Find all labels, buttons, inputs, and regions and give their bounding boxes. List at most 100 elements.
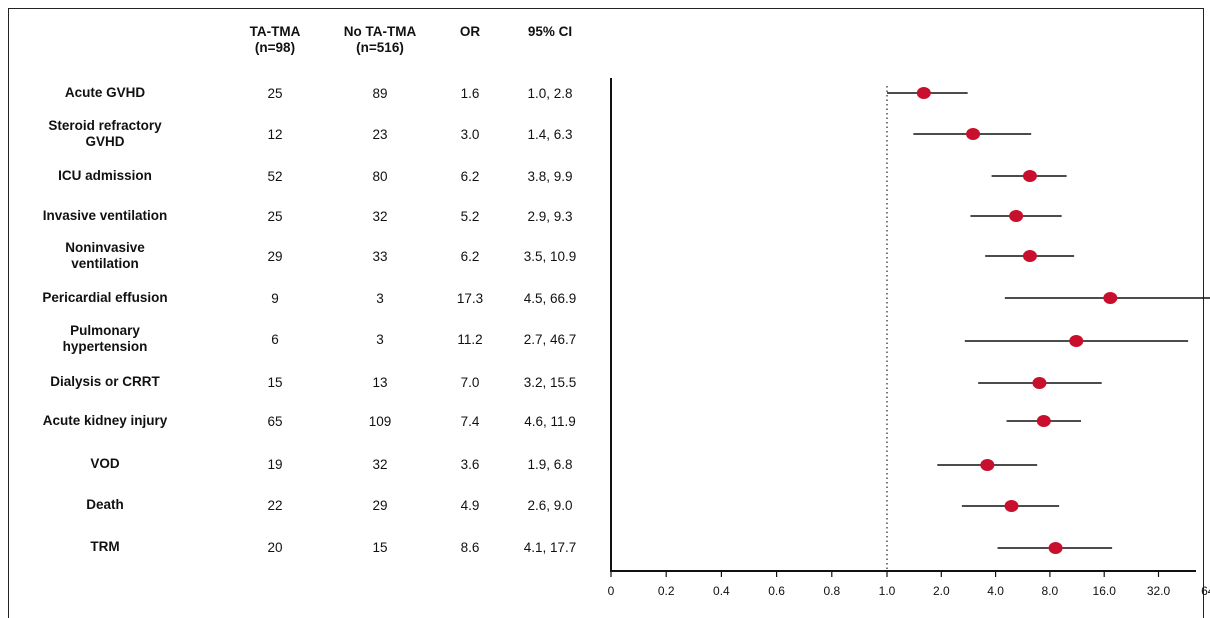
or-point bbox=[1069, 335, 1084, 347]
cell-no-ta-tma: 32 bbox=[372, 456, 388, 472]
cell-ta-tma: 25 bbox=[267, 208, 283, 224]
cell-ci: 3.2, 15.5 bbox=[523, 374, 577, 390]
row-label: Death bbox=[86, 497, 124, 512]
table-row: VOD 19 32 3.6 1.9, 6.8 bbox=[0, 444, 600, 484]
x-tick-label: 0 bbox=[608, 584, 615, 598]
cell-ci: 4.1, 17.7 bbox=[523, 539, 577, 555]
cell-ta-tma: 15 bbox=[267, 374, 283, 390]
cell-no-ta-tma: 109 bbox=[368, 413, 392, 429]
header-no-ta-tma: No TA-TMA (n=516) bbox=[325, 24, 435, 56]
cell-no-ta-tma: 80 bbox=[372, 168, 388, 184]
or-point bbox=[1032, 377, 1047, 389]
cell-ci: 4.6, 11.9 bbox=[524, 413, 576, 429]
header-ta-tma: TA-TMA (n=98) bbox=[225, 24, 325, 56]
cell-ci: 1.0, 2.8 bbox=[527, 85, 573, 101]
or-point bbox=[980, 459, 995, 471]
header-ci: 95% CI bbox=[510, 24, 590, 40]
row-label: Dialysis or CRRT bbox=[50, 374, 160, 389]
row-label: Steroid refractory GVHD bbox=[48, 118, 162, 149]
table-row: Steroid refractory GVHD 12 23 3.0 1.4, 6.3 bbox=[0, 114, 600, 154]
or-point bbox=[1022, 170, 1037, 182]
table-row: Pericardial effusion 9 3 17.3 4.5, 66.9 bbox=[0, 278, 600, 318]
cell-or: 6.2 bbox=[460, 248, 480, 264]
cell-or: 3.0 bbox=[460, 126, 480, 142]
cell-no-ta-tma: 33 bbox=[372, 248, 388, 264]
header-ta-tma-n: (n=98) bbox=[254, 40, 296, 55]
x-tick-label: 2.0 bbox=[933, 584, 950, 598]
x-tick-label: 64.0 bbox=[1201, 584, 1210, 598]
cell-ta-tma: 29 bbox=[267, 248, 283, 264]
row-label: Pulmonary hypertension bbox=[62, 323, 148, 354]
cell-or: 6.2 bbox=[460, 168, 480, 184]
table-row: Invasive ventilation 25 32 5.2 2.9, 9.3 bbox=[0, 196, 600, 236]
table-row: Noninvasive ventilation 29 33 6.2 3.5, 10.9 bbox=[0, 236, 600, 276]
table-row: ICU admission 52 80 6.2 3.8, 9.9 bbox=[0, 156, 600, 196]
or-point bbox=[1022, 250, 1037, 262]
cell-or: 4.9 bbox=[460, 497, 480, 513]
cell-or: 1.6 bbox=[460, 85, 480, 101]
table-row: Pulmonary hypertension 6 3 11.2 2.7, 46.7 bbox=[0, 319, 600, 359]
cell-or: 3.6 bbox=[460, 456, 480, 472]
figure-frame bbox=[8, 8, 1204, 618]
row-label: TRM bbox=[90, 539, 120, 554]
cell-ci: 2.9, 9.3 bbox=[527, 208, 573, 224]
cell-no-ta-tma: 15 bbox=[372, 539, 388, 555]
or-point bbox=[1036, 415, 1051, 427]
cell-ci: 3.8, 9.9 bbox=[527, 168, 573, 184]
row-label: Noninvasive ventilation bbox=[65, 240, 145, 271]
row-label: ICU admission bbox=[58, 168, 152, 183]
or-point bbox=[966, 128, 981, 140]
cell-no-ta-tma: 13 bbox=[372, 374, 388, 390]
cell-ta-tma: 9 bbox=[271, 290, 279, 306]
cell-no-ta-tma: 29 bbox=[372, 497, 388, 513]
cell-ci: 3.5, 10.9 bbox=[523, 248, 577, 264]
x-tick-label: 4.0 bbox=[987, 584, 1004, 598]
table-row: Acute kidney injury 65 109 7.4 4.6, 11.9 bbox=[0, 401, 600, 441]
table-row: Dialysis or CRRT 15 13 7.0 3.2, 15.5 bbox=[0, 362, 600, 402]
cell-or: 7.0 bbox=[460, 374, 480, 390]
cell-no-ta-tma: 3 bbox=[376, 331, 384, 347]
header-no-ta-tma-n: (n=516) bbox=[356, 40, 404, 55]
row-label: Acute kidney injury bbox=[42, 413, 168, 428]
header-no-ta-tma-title: No TA-TMA bbox=[343, 24, 417, 39]
cell-ta-tma: 52 bbox=[267, 168, 283, 184]
row-label: Invasive ventilation bbox=[42, 208, 168, 223]
cell-ta-tma: 6 bbox=[271, 331, 279, 347]
x-tick-label: 0.4 bbox=[713, 584, 730, 598]
x-tick-label: 16.0 bbox=[1093, 584, 1117, 598]
cell-or: 17.3 bbox=[456, 290, 484, 306]
or-point bbox=[916, 87, 931, 99]
or-point bbox=[1009, 210, 1024, 222]
cell-no-ta-tma: 32 bbox=[372, 208, 388, 224]
cell-ci: 2.6, 9.0 bbox=[527, 497, 573, 513]
x-tick-label: 0.2 bbox=[658, 584, 675, 598]
x-tick-label: 8.0 bbox=[1042, 584, 1059, 598]
cell-ci: 1.4, 6.3 bbox=[527, 126, 573, 142]
cell-no-ta-tma: 23 bbox=[372, 126, 388, 142]
cell-ta-tma: 25 bbox=[267, 85, 283, 101]
or-point bbox=[1048, 542, 1063, 554]
x-tick-label: 32.0 bbox=[1147, 584, 1171, 598]
cell-ta-tma: 65 bbox=[267, 413, 283, 429]
cell-ta-tma: 19 bbox=[267, 456, 283, 472]
row-label: Pericardial effusion bbox=[42, 290, 168, 305]
cell-ci: 1.9, 6.8 bbox=[527, 456, 573, 472]
cell-or: 11.2 bbox=[457, 331, 483, 347]
row-label: Acute GVHD bbox=[64, 85, 146, 100]
table-row: TRM 20 15 8.6 4.1, 17.7 bbox=[0, 527, 600, 567]
x-tick-label: 0.8 bbox=[823, 584, 840, 598]
cell-no-ta-tma: 3 bbox=[376, 290, 384, 306]
x-tick-label: 0.6 bbox=[768, 584, 785, 598]
cell-no-ta-tma: 89 bbox=[372, 85, 388, 101]
header-ta-tma-title: TA-TMA bbox=[249, 24, 301, 39]
table-row: Death 22 29 4.9 2.6, 9.0 bbox=[0, 485, 600, 525]
cell-ta-tma: 12 bbox=[267, 126, 283, 142]
cell-ci: 4.5, 66.9 bbox=[523, 290, 577, 306]
cell-ci: 2.7, 46.7 bbox=[523, 331, 577, 347]
cell-or: 8.6 bbox=[460, 539, 480, 555]
table-row: Acute GVHD 25 89 1.6 1.0, 2.8 bbox=[0, 73, 600, 113]
header-ci-title: 95% CI bbox=[527, 24, 573, 39]
x-tick-label: 1.0 bbox=[879, 584, 896, 598]
cell-ta-tma: 22 bbox=[267, 497, 283, 513]
